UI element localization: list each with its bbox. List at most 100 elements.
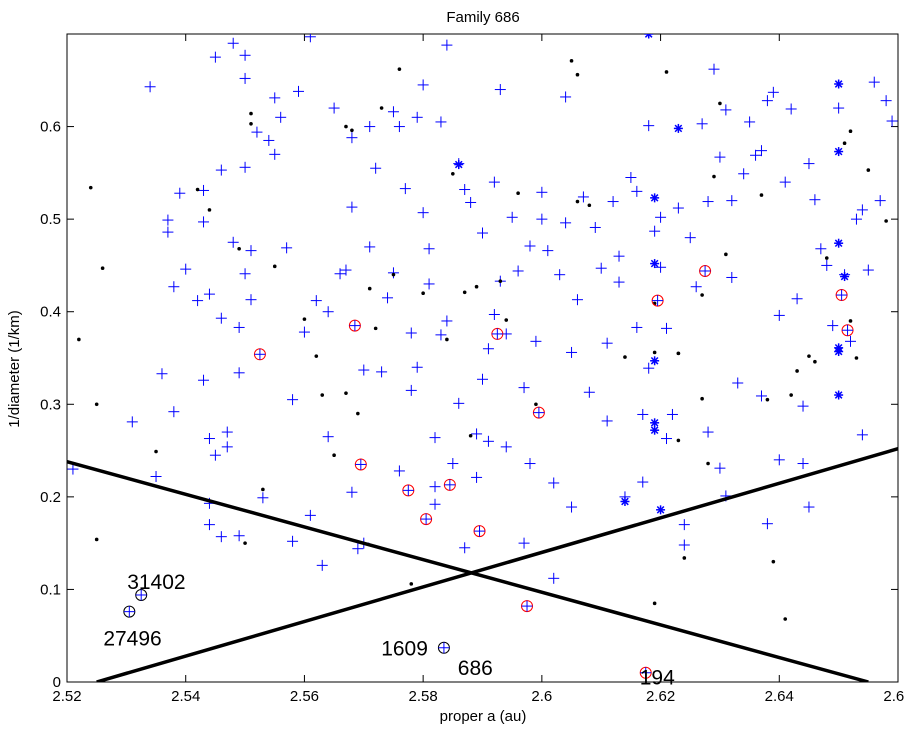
annotation-label: 194 xyxy=(640,667,675,690)
dot-point xyxy=(462,290,467,295)
plus-point xyxy=(655,211,667,223)
x-tick-label: 2.64 xyxy=(765,688,794,705)
dot-point xyxy=(718,101,722,106)
ast-d2 xyxy=(674,124,683,133)
plus-point xyxy=(566,501,578,513)
plus-point xyxy=(405,327,417,339)
circled-point xyxy=(521,600,534,613)
dot-point xyxy=(534,402,538,407)
plus-point xyxy=(678,539,690,551)
dot-point xyxy=(807,354,811,358)
plus-point xyxy=(245,245,257,257)
dot-point xyxy=(391,272,396,277)
plus-point xyxy=(198,184,210,196)
dot-point xyxy=(706,461,710,466)
plus-point xyxy=(239,161,251,173)
plus-point xyxy=(287,535,299,547)
plus-point xyxy=(215,531,227,543)
plus-point xyxy=(441,39,453,51)
plus-point xyxy=(595,262,607,274)
plus-point xyxy=(144,81,156,93)
dot-point xyxy=(468,433,473,438)
dot-point xyxy=(676,438,681,443)
plus-point xyxy=(856,204,868,216)
ast-d2 xyxy=(644,34,650,38)
asterisk-point xyxy=(834,79,844,89)
circled-point xyxy=(348,319,361,332)
dot-point xyxy=(783,617,788,621)
plus-point xyxy=(441,315,453,327)
plus-point xyxy=(393,121,405,133)
plus-point xyxy=(257,492,269,504)
plus-point xyxy=(251,126,263,138)
plus-point xyxy=(358,364,370,376)
plus-point xyxy=(726,271,738,283)
dot-point xyxy=(249,111,253,116)
plus-point xyxy=(429,498,441,510)
y-tick-label: 0.2 xyxy=(40,489,61,506)
plus-point xyxy=(239,268,251,280)
plus-point xyxy=(435,329,447,341)
plus-point xyxy=(797,458,809,470)
plus-point xyxy=(209,449,221,461)
plus-point xyxy=(447,458,459,470)
plus-point xyxy=(803,158,815,170)
dot-point xyxy=(652,601,657,606)
plus-point xyxy=(209,51,221,63)
plus-point xyxy=(661,433,673,445)
plus-point xyxy=(417,79,429,91)
circled-point xyxy=(491,327,504,340)
plus-point xyxy=(423,278,435,290)
dot-point xyxy=(712,174,716,179)
plus-point xyxy=(548,572,560,584)
plus-point xyxy=(631,185,643,197)
plus-point xyxy=(726,195,738,207)
dot-point xyxy=(504,318,509,322)
plus-point xyxy=(643,120,655,132)
dot-point xyxy=(575,199,580,204)
ast-d2 xyxy=(650,259,659,268)
circled-point xyxy=(651,294,664,307)
x-tick-label: 2.52 xyxy=(52,688,81,705)
dot-point xyxy=(249,121,253,126)
plus-point xyxy=(542,245,554,257)
plus-point xyxy=(198,374,210,386)
plus-point xyxy=(411,361,423,373)
dot-point xyxy=(848,319,853,323)
dot-point xyxy=(854,356,859,360)
plus-point xyxy=(554,269,566,281)
plus-point xyxy=(465,196,477,208)
plus-point xyxy=(322,431,334,443)
plus-point xyxy=(815,243,827,255)
plus-point xyxy=(548,477,560,489)
plus-point xyxy=(649,225,661,237)
plus-point xyxy=(690,281,702,293)
dot-point xyxy=(516,191,520,196)
asterisk-point xyxy=(834,347,844,357)
circled-point xyxy=(420,513,433,526)
plus-point xyxy=(174,187,186,199)
plus-point xyxy=(346,486,358,498)
dot-point xyxy=(195,187,200,192)
plus-point xyxy=(393,465,405,477)
dot-point xyxy=(700,396,704,401)
asterisk-point xyxy=(644,34,654,39)
plus-point xyxy=(239,49,251,61)
plus-point xyxy=(488,176,500,188)
plus-point xyxy=(477,227,488,239)
plus-point xyxy=(886,115,898,127)
plus-point xyxy=(708,63,720,75)
plus-point xyxy=(322,306,334,318)
plus-point xyxy=(767,86,779,98)
plus-point xyxy=(750,149,762,161)
dot-point xyxy=(409,582,414,586)
plus-point xyxy=(352,543,364,555)
asterisk-point xyxy=(834,238,844,248)
ast-d2 xyxy=(834,391,843,399)
ast-d2 xyxy=(650,426,659,435)
plus-point xyxy=(482,343,494,355)
plus-point xyxy=(203,519,215,531)
plus-point xyxy=(560,217,572,229)
plus-point xyxy=(678,519,690,531)
plus-point xyxy=(655,261,667,273)
